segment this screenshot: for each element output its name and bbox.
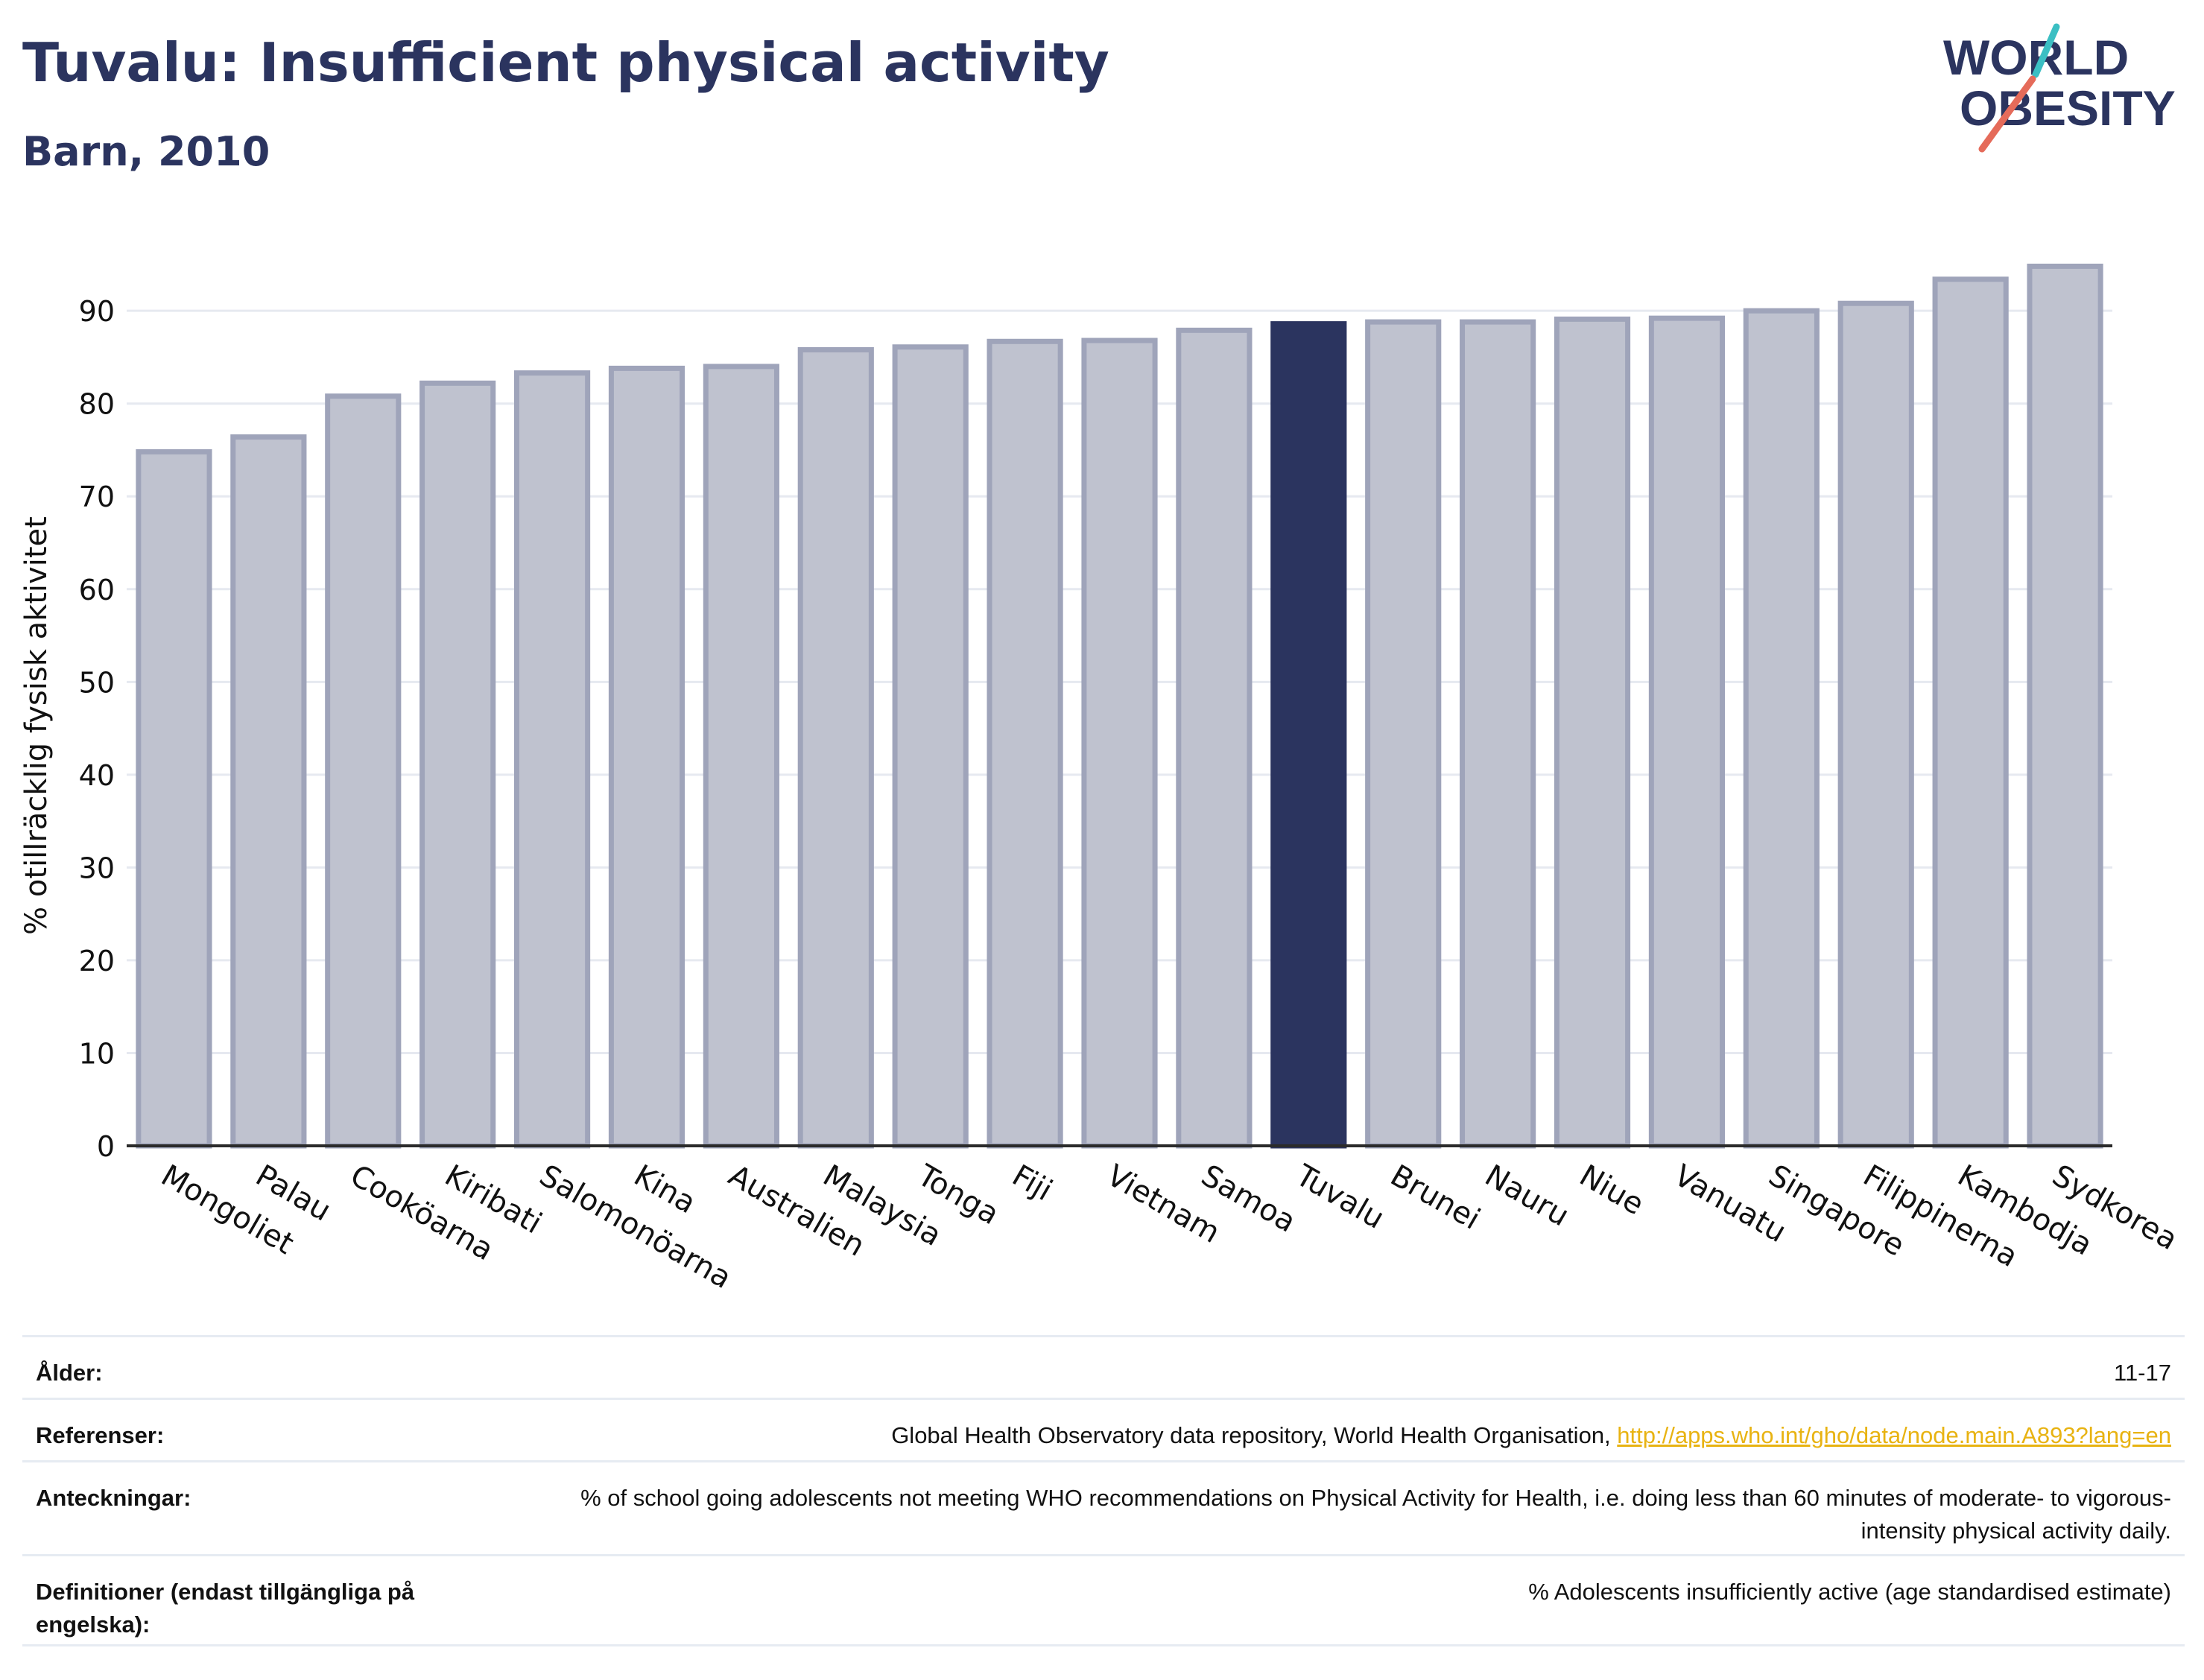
x-tick-label: Nauru bbox=[1479, 1158, 1574, 1234]
bar-fiji bbox=[987, 338, 1063, 1149]
bar-tonga bbox=[892, 344, 969, 1149]
bar-nauru bbox=[1460, 319, 1536, 1149]
bar-singapore bbox=[1743, 308, 1820, 1149]
meta-label: Anteckningar: bbox=[36, 1485, 191, 1511]
meta-row: Anteckningar: % of school going adolescen… bbox=[22, 1460, 2185, 1554]
x-tick-label: Tuvalu bbox=[1289, 1158, 1390, 1236]
bars bbox=[136, 263, 2103, 1149]
meta-value: % Adolescents insufficiently active (age… bbox=[562, 1576, 2171, 1608]
y-tick-label: 80 bbox=[79, 388, 115, 421]
y-tick-label: 60 bbox=[79, 574, 115, 606]
meta-row: Ålder: 11-17 bbox=[22, 1335, 2185, 1398]
meta-value-text: 11-17 bbox=[2114, 1360, 2171, 1386]
bar-cooköarna bbox=[325, 393, 402, 1149]
reference-link[interactable]: http://apps.who.int/gho/data/node.main.A… bbox=[1617, 1422, 2171, 1448]
bar-tuvalu bbox=[1270, 321, 1347, 1149]
meta-value: Global Health Observatory data repositor… bbox=[562, 1419, 2171, 1452]
logo-slash-coral bbox=[1978, 75, 2036, 153]
bar-kina bbox=[608, 365, 685, 1149]
y-tick-label: 20 bbox=[79, 945, 115, 977]
logo-slash-teal bbox=[2032, 23, 2060, 78]
x-tick-label: Brunei bbox=[1384, 1158, 1486, 1237]
y-tick-label: 0 bbox=[97, 1130, 115, 1163]
y-tick-label: 90 bbox=[79, 295, 115, 328]
bar-malaysia bbox=[797, 346, 874, 1149]
meta-value-text: % Adolescents insufficiently active (age… bbox=[1528, 1579, 2171, 1605]
meta-value: 11-17 bbox=[562, 1357, 2171, 1389]
bar-sydkorea bbox=[2027, 263, 2103, 1149]
x-tick-label: Fiji bbox=[1007, 1158, 1058, 1208]
y-axis-label: % otillräcklig fysisk aktivitet bbox=[19, 516, 54, 935]
y-tick-label: 10 bbox=[79, 1037, 115, 1070]
bar-salomonöarna bbox=[513, 370, 591, 1149]
y-tick-label: 30 bbox=[79, 852, 115, 884]
bar-vietnam bbox=[1081, 337, 1158, 1149]
meta-row: Definitioner (endast tillgängliga på eng… bbox=[22, 1554, 2185, 1646]
bar-brunei bbox=[1365, 319, 1442, 1149]
y-tick-label: 50 bbox=[79, 666, 115, 699]
bar-samoa bbox=[1176, 327, 1253, 1149]
x-tick-label: Niue bbox=[1574, 1158, 1650, 1222]
y-tick-labels: 0 10 20 30 40 50 60 70 80 90 bbox=[79, 295, 115, 1163]
world-obesity-logo: WORLD OBESITY bbox=[1943, 23, 2176, 153]
bar-vanuatu bbox=[1648, 315, 1726, 1149]
bar-australien bbox=[703, 364, 779, 1149]
meta-label: Definitioner (endast tillgängliga på eng… bbox=[36, 1579, 415, 1638]
bar-palau bbox=[230, 434, 307, 1149]
meta-value: % of school going adolescents not meetin… bbox=[562, 1482, 2171, 1547]
bar-kambodja bbox=[1932, 276, 2009, 1149]
meta-label: Referenser: bbox=[36, 1422, 165, 1448]
meta-row: Referenser: Global Health Observatory dat… bbox=[22, 1398, 2185, 1460]
meta-label: Ålder: bbox=[36, 1360, 103, 1386]
meta-value-text: Global Health Observatory data repositor… bbox=[891, 1422, 1618, 1448]
y-tick-label: 40 bbox=[79, 759, 115, 792]
bar-mongoliet bbox=[136, 448, 212, 1149]
metadata-table: Ålder: 11-17 Referenser: Global Health Obse… bbox=[22, 1335, 2185, 1646]
meta-value-text: % of school going adolescents not meetin… bbox=[580, 1485, 2171, 1544]
bar-filippinerna bbox=[1837, 300, 1914, 1149]
y-tick-label: 70 bbox=[79, 481, 115, 513]
bar-niue bbox=[1554, 316, 1631, 1149]
chart-subtitle: Barn, 2010 bbox=[22, 128, 270, 175]
chart-title: Tuvalu: Insufficient physical activity bbox=[22, 31, 1109, 94]
bar-kiribati bbox=[419, 380, 496, 1149]
